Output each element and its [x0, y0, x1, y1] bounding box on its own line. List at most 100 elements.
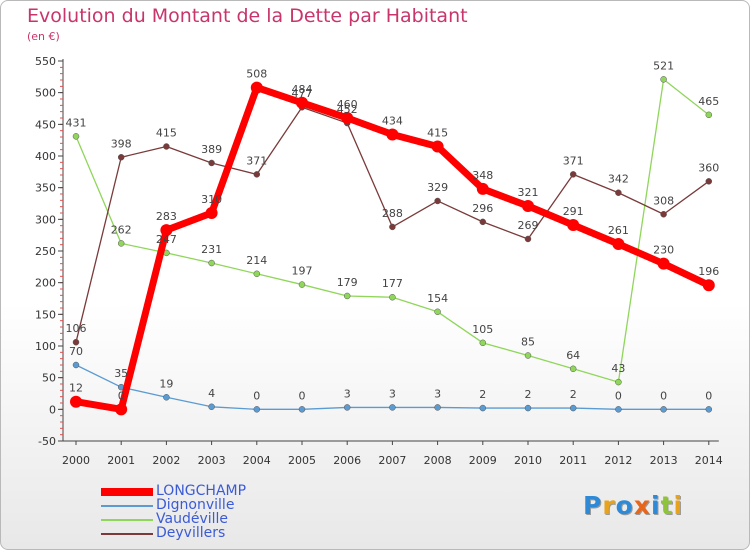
data-label-longchamp: 196: [698, 265, 719, 278]
data-label-deyvillers: 398: [111, 137, 132, 150]
data-point-vaud-ville: [615, 378, 622, 386]
data-label-vaud-ville: 179: [337, 276, 358, 289]
data-label-deyvillers: 342: [608, 173, 629, 186]
data-label-dignonville: 2: [525, 388, 532, 401]
x-tick-label: 2004: [243, 454, 271, 467]
y-tick-label: -50: [38, 435, 56, 448]
data-point-longchamp: [476, 182, 489, 195]
data-point-dignonville: [615, 406, 622, 413]
data-point-deyvillers: [253, 171, 261, 178]
data-point-vaud-ville: [569, 365, 577, 373]
data-label-deyvillers: 296: [472, 202, 493, 215]
data-label-dignonville: 0: [615, 389, 622, 402]
data-label-dignonville: 3: [389, 387, 396, 400]
data-point-longchamp: [296, 96, 308, 109]
x-tick-label: 2011: [559, 454, 587, 467]
data-point-dignonville: [569, 404, 577, 412]
data-label-dignonville: 35: [114, 367, 128, 380]
data-label-dignonville: 3: [344, 387, 351, 400]
y-tick-label: 300: [35, 213, 56, 226]
data-label-longchamp: 460: [337, 98, 358, 111]
data-label-longchamp: 348: [472, 169, 493, 182]
data-label-vaud-ville: 231: [201, 243, 222, 256]
chart-unit-label: (en €): [27, 30, 60, 43]
legend-label: Dignonville: [156, 497, 235, 513]
data-point-dignonville: [163, 394, 170, 401]
data-point-dignonville: [434, 404, 441, 411]
data-label-dignonville: 19: [159, 377, 173, 390]
data-point-longchamp: [702, 279, 715, 292]
data-point-vaud-ville: [72, 133, 80, 140]
legend-swatch: [101, 505, 153, 507]
data-label-deyvillers: 288: [382, 207, 403, 220]
data-point-dignonville: [705, 406, 713, 413]
data-point-vaud-ville: [660, 76, 667, 83]
data-point-longchamp: [115, 403, 128, 416]
data-point-longchamp: [205, 207, 218, 219]
data-label-deyvillers: 329: [427, 181, 448, 194]
data-label-deyvillers: 371: [246, 154, 267, 167]
data-label-longchamp: 484: [292, 83, 313, 96]
data-label-dignonville: 2: [570, 388, 577, 401]
data-label-deyvillers: 360: [698, 161, 719, 174]
data-point-dignonville: [343, 404, 351, 411]
x-tick-label: 2014: [695, 454, 723, 467]
data-label-longchamp: 0: [118, 389, 125, 402]
data-label-dignonville: 4: [208, 387, 215, 400]
data-point-vaud-ville: [524, 352, 532, 359]
data-label-longchamp: 415: [427, 127, 448, 140]
data-label-vaud-ville: 105: [472, 323, 493, 336]
data-point-longchamp: [612, 238, 625, 251]
y-tick-label: 50: [42, 372, 56, 385]
legend-label: Vaudéville: [156, 511, 229, 527]
data-label-longchamp: 321: [518, 186, 539, 199]
data-point-deyvillers: [163, 143, 170, 150]
data-label-deyvillers: 415: [156, 127, 177, 140]
x-tick-label: 2010: [514, 454, 542, 467]
data-point-dignonville: [253, 406, 261, 413]
data-point-dignonville: [72, 361, 80, 369]
data-point-vaud-ville: [389, 293, 396, 301]
data-point-longchamp: [386, 128, 399, 141]
data-point-deyvillers: [660, 211, 667, 218]
legend-label: Deyvillers: [156, 525, 226, 541]
data-point-longchamp: [657, 257, 670, 270]
data-point-dignonville: [479, 404, 487, 412]
data-point-longchamp: [522, 200, 534, 213]
data-label-deyvillers: 389: [201, 143, 222, 156]
data-point-dignonville: [660, 406, 667, 413]
data-point-dignonville: [208, 403, 215, 411]
data-label-vaud-ville: 521: [653, 59, 674, 72]
data-label-dignonville: 0: [299, 389, 306, 402]
data-label-vaud-ville: 43: [611, 362, 625, 375]
data-point-deyvillers: [705, 178, 713, 185]
data-point-vaud-ville: [343, 292, 351, 300]
x-tick-label: 2000: [62, 454, 90, 467]
data-point-deyvillers: [615, 189, 622, 196]
data-label-deyvillers: 308: [653, 194, 674, 207]
data-point-deyvillers: [117, 154, 125, 161]
x-tick-label: 2006: [333, 454, 361, 467]
data-label-vaud-ville: 214: [246, 254, 267, 267]
x-tick-label: 2008: [424, 454, 452, 467]
legend-label: LONGCHAMP: [156, 483, 247, 499]
proxiti-logo: Proxiti: [583, 491, 684, 520]
data-label-dignonville: 70: [69, 345, 83, 358]
data-label-longchamp: 434: [382, 114, 403, 127]
data-label-longchamp: 508: [246, 68, 267, 81]
y-tick-label: 0: [49, 403, 56, 416]
data-label-longchamp: 283: [156, 210, 177, 223]
data-point-vaud-ville: [434, 308, 441, 316]
data-label-longchamp: 310: [201, 193, 222, 206]
data-point-vaud-ville: [208, 259, 215, 267]
data-point-dignonville: [524, 404, 532, 412]
data-label-vaud-ville: 64: [566, 349, 580, 362]
x-tick-label: 2007: [378, 454, 406, 467]
data-point-longchamp: [567, 219, 580, 232]
data-label-deyvillers: 477: [292, 87, 313, 100]
data-point-longchamp: [160, 224, 173, 237]
data-label-deyvillers: 269: [518, 219, 539, 232]
data-label-vaud-ville: 177: [382, 277, 403, 290]
